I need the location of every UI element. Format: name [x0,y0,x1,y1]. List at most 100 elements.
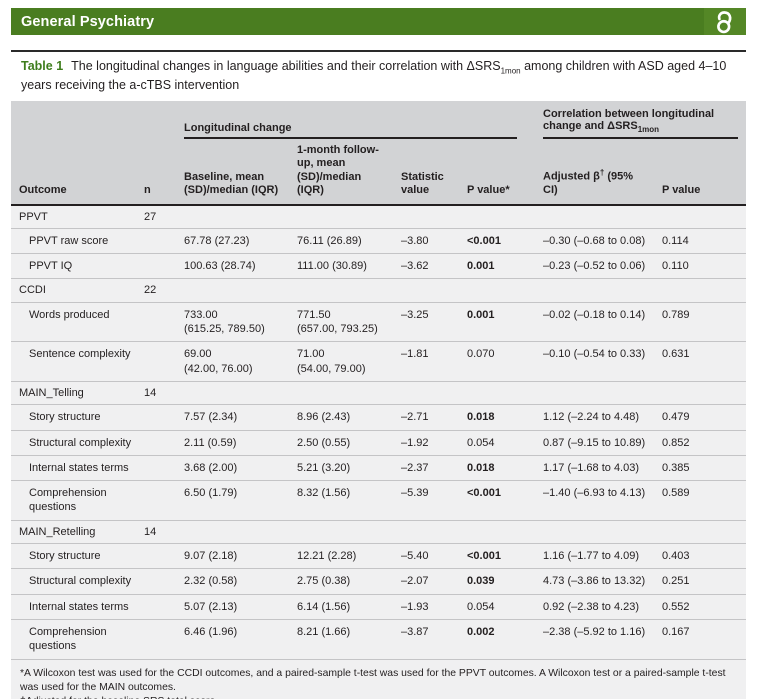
statistic-cell: –1.93 [393,594,459,620]
group-empty-cell [176,204,747,229]
spanner-correlation-label: Correlation between longitudinal change … [543,108,739,139]
outcome-cell: Story structure [11,543,136,570]
adjusted-beta-cell: 1.12 (–2.24 to 4.48) [535,404,654,431]
statistic-cell: –5.39 [393,480,459,521]
p-value-cell: 0.054 [459,430,535,456]
outcome-cell: PPVT IQ [11,253,136,280]
spanner-longitudinal-label: Longitudinal change [184,122,517,139]
n-cell: 14 [136,381,176,406]
spanner-spacer [11,101,176,139]
baseline-cell: 5.07 (2.13) [176,594,289,620]
journal-title: General Psychiatry [21,13,155,30]
baseline-cell: 69.00 (42.00, 76.00) [176,341,289,382]
adjusted-beta-cell: –2.38 (–5.92 to 1.16) [535,619,654,660]
n-cell [136,619,176,660]
spanner-correlation: Correlation between longitudinal change … [535,101,746,139]
col-header-statistic: Statistic value [393,138,459,206]
footnotes: *A Wilcoxon test was used for the CCDI o… [11,659,746,699]
adjusted-beta-cell: –0.10 (–0.54 to 0.33) [535,341,654,382]
group-empty-cell [176,278,747,303]
baseline-cell: 2.32 (0.58) [176,568,289,595]
followup-cell: 5.21 (3.20) [289,455,393,482]
followup-cell: 12.21 (2.28) [289,543,393,570]
p-value-cell: 0.054 [459,594,535,620]
baseline-cell: 3.68 (2.00) [176,455,289,482]
p-value-cell: <0.001 [459,228,535,255]
p-value-2-cell: 0.552 [654,594,747,620]
followup-cell: 771.50 (657.00, 793.25) [289,302,393,343]
caption-text: The longitudinal changes in language abi… [71,59,501,73]
n-cell [136,341,176,382]
outcome-cell: Story structure [11,404,136,431]
col-header-p-value-2: P value [654,138,747,206]
n-cell: 22 [136,278,176,303]
p-value-2-cell: 0.385 [654,455,747,482]
footnote: †Adjusted for the baseline SRS total sco… [20,695,737,699]
baseline-cell: 6.50 (1.79) [176,480,289,521]
spanner-row: Longitudinal change Correlation between … [11,101,746,139]
outcome-cell: Internal states terms [11,455,136,482]
table-header: Longitudinal change Correlation between … [11,100,747,206]
table-row: Comprehension questions 6.46 (1.96) 8.21 (… [11,619,747,660]
table-body: PPVT 27 PPVT raw score 67.78 (27.23) 76.11 (… [11,204,747,660]
column-header-row: Outcome n Baseline, mean (SD)/median (IQ… [11,138,747,206]
p-value-cell: 0.001 [459,302,535,343]
p-value-2-cell: 0.167 [654,619,747,660]
statistic-cell: –3.25 [393,302,459,343]
caption-text-cont: among children with ASD aged 4–10 years … [21,59,727,92]
followup-cell: 8.21 (1.66) [289,619,393,660]
outcome-group-cell: MAIN_Retelling [11,520,136,545]
adjusted-beta-cell: 1.16 (–1.77 to 4.09) [535,543,654,570]
n-cell: 27 [136,204,176,229]
followup-cell: 8.32 (1.56) [289,480,393,521]
col-header-followup: 1-month follow-up, mean (SD)/median (IQR… [289,138,393,206]
open-access-icon[interactable] [704,8,746,35]
followup-cell: 71.00 (54.00, 79.00) [289,341,393,382]
followup-cell: 8.96 (2.43) [289,404,393,431]
statistic-cell: –5.40 [393,543,459,570]
table-row: Structural complexity 2.11 (0.59) 2.50 (0.… [11,430,747,456]
p-value-cell: <0.001 [459,480,535,521]
baseline-cell: 9.07 (2.18) [176,543,289,570]
followup-cell: 76.11 (26.89) [289,228,393,255]
p-value-2-cell: 0.589 [654,480,747,521]
adjusted-beta-cell: –0.30 (–0.68 to 0.08) [535,228,654,255]
outcome-cell: Structural complexity [11,568,136,595]
n-cell [136,302,176,343]
table-row: Comprehension questions 6.50 (1.79) 8.32 (… [11,480,747,521]
footnote: *A Wilcoxon test was used for the CCDI o… [20,667,726,693]
outcome-cell: Structural complexity [11,430,136,456]
statistic-cell: –3.87 [393,619,459,660]
p-value-2-cell: 0.852 [654,430,747,456]
n-cell [136,568,176,595]
outcome-cell: Internal states terms [11,594,136,620]
p-value-cell: 0.018 [459,404,535,431]
p-value-cell: 0.018 [459,455,535,482]
followup-cell: 6.14 (1.56) [289,594,393,620]
table-row: Internal states terms 3.68 (2.00) 5.21 (3.… [11,455,747,482]
table-row: Internal states terms 5.07 (2.13) 6.14 (1.… [11,594,747,620]
statistic-cell: –1.81 [393,341,459,382]
followup-cell: 2.75 (0.38) [289,568,393,595]
statistic-cell: –2.07 [393,568,459,595]
group-row: MAIN_Telling 14 [11,381,747,406]
adjusted-beta-cell: –0.23 (–0.52 to 0.06) [535,253,654,280]
table-row: Story structure 7.57 (2.34) 8.96 (2.43) –2.… [11,404,747,431]
p-value-2-cell: 0.403 [654,543,747,570]
statistic-cell: –3.80 [393,228,459,255]
statistic-cell: –1.92 [393,430,459,456]
p-value-cell: 0.002 [459,619,535,660]
col-header-baseline: Baseline, mean (SD)/median (IQR) [176,138,289,206]
adjusted-beta-cell: 4.73 (–3.86 to 13.32) [535,568,654,595]
col-header-n: n [136,138,176,206]
outcome-group-cell: CCDI [11,278,136,303]
outcome-cell: PPVT raw score [11,228,136,255]
col-header-p-value-1: P value* [459,138,535,206]
group-row: PPVT 27 [11,204,747,229]
n-cell [136,228,176,255]
adjusted-beta-cell: 1.17 (–1.68 to 4.03) [535,455,654,482]
spanner-longitudinal-change: Longitudinal change [176,101,535,139]
statistic-cell: –3.62 [393,253,459,280]
adjusted-beta-cell: 0.87 (–9.15 to 10.89) [535,430,654,456]
